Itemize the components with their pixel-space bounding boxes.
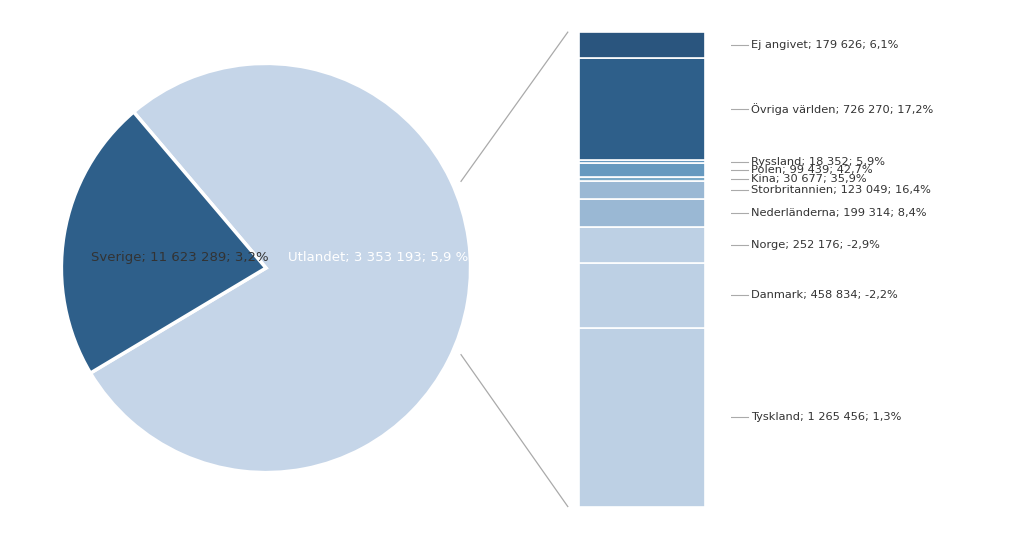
Bar xyxy=(579,177,705,181)
Bar xyxy=(579,32,705,57)
Text: Ryssland; 18 352; 5,9%: Ryssland; 18 352; 5,9% xyxy=(751,157,885,167)
Text: Utlandet; 3 353 193; 5,9 %: Utlandet; 3 353 193; 5,9 % xyxy=(288,251,469,264)
Bar xyxy=(579,263,705,327)
Bar xyxy=(579,57,705,160)
Text: Polen; 99 439; 42,7%: Polen; 99 439; 42,7% xyxy=(751,165,873,175)
Text: Ej angivet; 179 626; 6,1%: Ej angivet; 179 626; 6,1% xyxy=(751,40,898,50)
Text: Övriga världen; 726 270; 17,2%: Övriga världen; 726 270; 17,2% xyxy=(751,103,933,115)
Text: Nederländerna; 199 314; 8,4%: Nederländerna; 199 314; 8,4% xyxy=(751,208,927,218)
Text: Norge; 252 176; -2,9%: Norge; 252 176; -2,9% xyxy=(751,240,880,250)
Bar xyxy=(579,163,705,177)
Bar xyxy=(579,160,705,163)
Text: Sverige; 11 623 289; 3,2%: Sverige; 11 623 289; 3,2% xyxy=(91,251,269,264)
Wedge shape xyxy=(90,63,471,473)
Text: Kina; 30 677; 35,9%: Kina; 30 677; 35,9% xyxy=(751,174,866,184)
Text: Danmark; 458 834; -2,2%: Danmark; 458 834; -2,2% xyxy=(751,290,898,300)
Bar xyxy=(579,227,705,263)
Bar xyxy=(579,199,705,227)
Text: Storbritannien; 123 049; 16,4%: Storbritannien; 123 049; 16,4% xyxy=(751,185,931,195)
Wedge shape xyxy=(61,112,266,373)
Bar xyxy=(579,181,705,199)
Bar xyxy=(579,327,705,507)
Text: Tyskland; 1 265 456; 1,3%: Tyskland; 1 265 456; 1,3% xyxy=(751,412,901,422)
